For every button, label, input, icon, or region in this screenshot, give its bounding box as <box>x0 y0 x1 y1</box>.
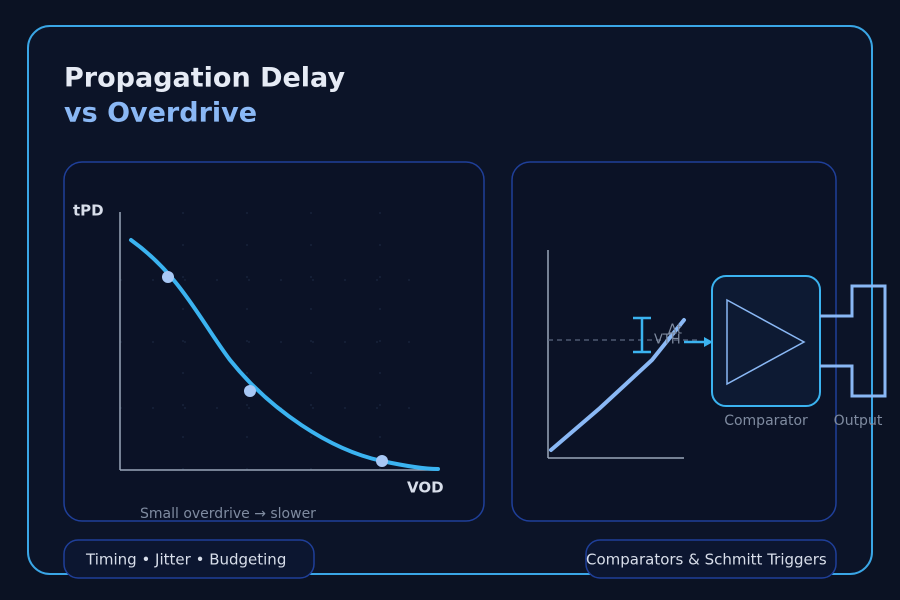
caption: Small overdrive → slower <box>140 506 316 522</box>
grid <box>120 212 438 470</box>
y-axis-label: tPD <box>73 202 104 220</box>
diagram-panel <box>511 161 837 522</box>
delay-label: Δt <box>668 323 682 338</box>
output-label: Output <box>834 413 883 429</box>
comparator-label: Comparator <box>724 413 808 429</box>
plot-panel <box>63 161 485 522</box>
point <box>376 455 388 467</box>
tag-label: Comparators & Schmitt Triggers <box>586 551 827 569</box>
tag <box>63 539 315 579</box>
tag <box>585 539 837 579</box>
title: Propagation Delay <box>64 63 345 94</box>
delay-marker <box>633 316 651 354</box>
threshold-label: VTH <box>654 333 681 348</box>
ramp <box>549 318 686 452</box>
arrow-head <box>704 337 713 347</box>
tag-label: Timing • Jitter • Budgeting <box>85 551 286 569</box>
point <box>162 271 174 283</box>
curve <box>129 238 440 471</box>
output-wave <box>820 284 887 398</box>
comparator-block <box>711 275 821 407</box>
comparator-symbol <box>726 298 806 386</box>
subtitle: vs Overdrive <box>64 98 257 129</box>
x-axis-label: VOD <box>407 479 444 497</box>
point <box>244 385 256 397</box>
